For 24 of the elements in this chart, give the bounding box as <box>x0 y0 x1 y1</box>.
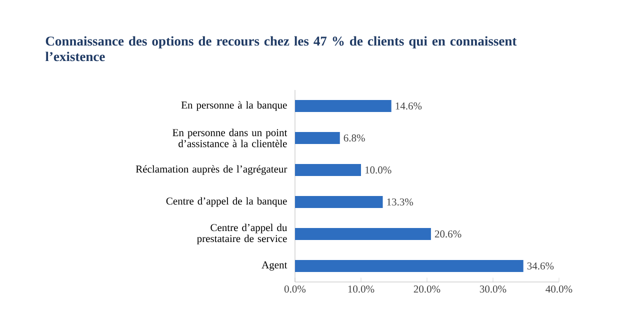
data-label: 14.6% <box>396 102 422 110</box>
bar <box>295 132 340 144</box>
data-label: 13.3% <box>387 198 414 206</box>
bar <box>295 164 361 176</box>
x-tick-label: 30.0% <box>480 286 506 293</box>
bar <box>295 260 524 272</box>
chart-title: Connaissance des options de recours chez les 47 % de clients qui en connaissent l’existence <box>45 36 517 62</box>
y-tick-label: Agent <box>262 261 288 271</box>
y-tick-label: Centre d’appel du prestataire de service <box>197 224 288 244</box>
x-tick-label: 0.0% <box>284 286 306 293</box>
data-label: 34.6% <box>527 262 554 270</box>
y-tick-label: Centre d’appel de la banque <box>166 197 287 207</box>
bar <box>295 228 431 240</box>
x-tick-label: 10.0% <box>348 286 374 293</box>
x-tick-label: 40.0% <box>546 286 572 293</box>
bar <box>295 196 383 208</box>
y-tick-label: En personne dans un point d’assistance à la clientèle <box>172 128 288 148</box>
y-tick-label: En personne à la banque <box>181 101 287 111</box>
data-label: 10.0% <box>365 166 392 174</box>
bar <box>295 100 392 112</box>
x-tick-label: 20.0% <box>414 286 440 293</box>
data-label: 20.6% <box>434 230 462 238</box>
data-label: 6.8% <box>344 134 365 142</box>
y-tick-label: Réclamation auprès de l’agrégateur <box>136 165 288 175</box>
